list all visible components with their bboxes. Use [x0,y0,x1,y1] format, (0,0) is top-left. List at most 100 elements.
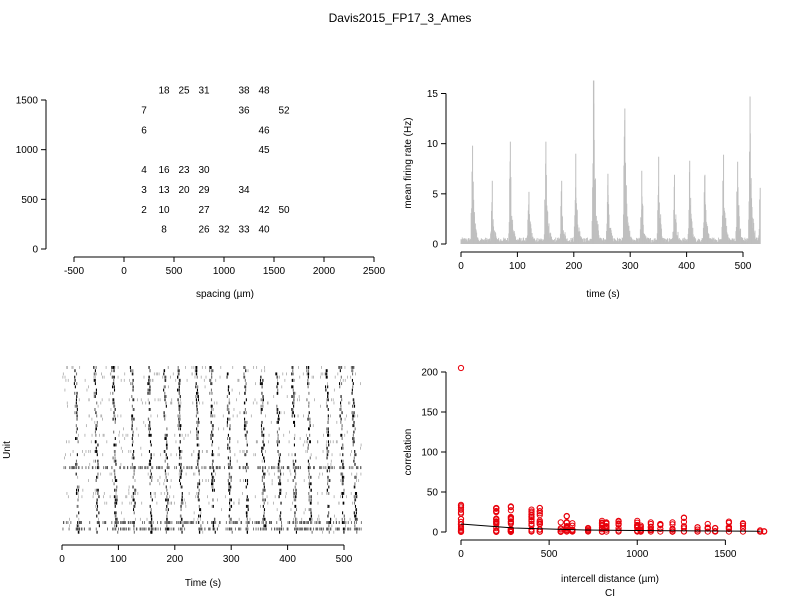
spike-mark [127,433,129,437]
spike-mark [147,391,149,395]
spike-mark [333,495,335,499]
spike-mark [247,521,249,524]
spike-mark [317,501,319,505]
spike-mark [277,408,279,411]
spike-mark [148,433,150,437]
spike-mark [308,391,310,395]
spike-mark [261,433,263,437]
spike-mark [239,527,240,531]
spike-mark [179,440,181,444]
spike-mark [96,514,98,518]
spike-mark [219,466,221,470]
spike-mark [229,459,231,463]
spike-mark [163,375,165,379]
spike-mark [341,411,343,415]
spike-mark [195,395,197,398]
spike-mark [328,521,330,524]
spike-mark [279,479,281,482]
spike-mark [294,453,296,457]
spike-mark [355,492,358,495]
spike-mark [340,420,342,424]
spike-mark [256,366,258,369]
spike-mark [132,433,134,437]
corr-point-outlier [457,364,465,372]
corr-point [457,528,465,535]
spike-mark [200,511,202,515]
spike-mark [152,517,153,521]
spike-mark [112,391,114,395]
spike-mark [150,378,152,382]
spike-mark [343,466,345,470]
spike-mark [342,466,344,470]
spike-mark [247,504,249,508]
spike-mark [295,527,297,531]
spike-mark [353,495,355,499]
spike-mark [263,459,266,463]
spike-mark [307,521,309,524]
spike-mark [263,501,265,505]
corr-x-tick-label: 1500 [714,549,737,560]
spike-mark [264,527,266,531]
spike-mark [110,408,112,411]
spike-mark [268,472,270,476]
spike-mark [292,466,294,470]
spike-mark [148,382,150,386]
spike-mark [327,420,329,424]
spike-mark [329,521,331,524]
spike-mark [171,521,173,524]
spike-mark [179,417,180,421]
spike-mark [228,385,230,389]
spike-mark [277,527,279,531]
spike-mark [291,414,294,418]
spike-mark [343,466,345,470]
spike-mark [352,404,354,408]
spike-mark [103,492,105,495]
spike-mark [307,440,309,444]
spike-mark [196,366,198,369]
spike-mark [277,475,279,479]
spike-mark [132,475,134,479]
spike-mark [311,517,313,521]
spike-mark [119,440,120,444]
spike-mark [281,385,283,389]
spike-mark [340,366,342,369]
spike-mark [276,372,278,376]
spike-mark [213,527,216,531]
electrode-label: 7 [141,105,147,116]
spike-mark [244,375,246,379]
spike-mark [226,395,228,398]
electrode-label: 13 [158,185,170,196]
spike-mark [123,521,125,524]
spike-mark [278,459,280,463]
spike-mark [149,459,151,463]
spike-mark [130,450,132,453]
spike-mark [155,492,156,495]
spike-mark [215,466,217,470]
spike-mark [133,504,135,508]
spike-mark [202,521,204,524]
spike-mark [305,433,307,437]
spike-mark [77,527,79,531]
spike-mark [355,527,356,531]
spike-mark [282,372,284,376]
spike-mark [291,453,293,457]
spike-mark [131,414,133,418]
spike-mark [261,382,263,386]
spike-mark [355,475,357,479]
spike-mark [342,479,344,482]
spike-mark [327,504,329,508]
spike-mark [300,527,302,531]
spike-mark [319,472,321,476]
spike-mark [294,495,296,499]
spike-mark [133,417,135,421]
spike-mark [149,388,151,392]
spike-mark [276,404,278,408]
spike-mark [317,440,319,444]
spike-mark [178,388,180,392]
spike-mark [340,495,341,499]
spike-mark [255,527,257,531]
spike-mark [197,424,199,428]
spike-mark [170,375,171,379]
spike-mark [89,450,91,453]
spike-mark [216,498,218,502]
